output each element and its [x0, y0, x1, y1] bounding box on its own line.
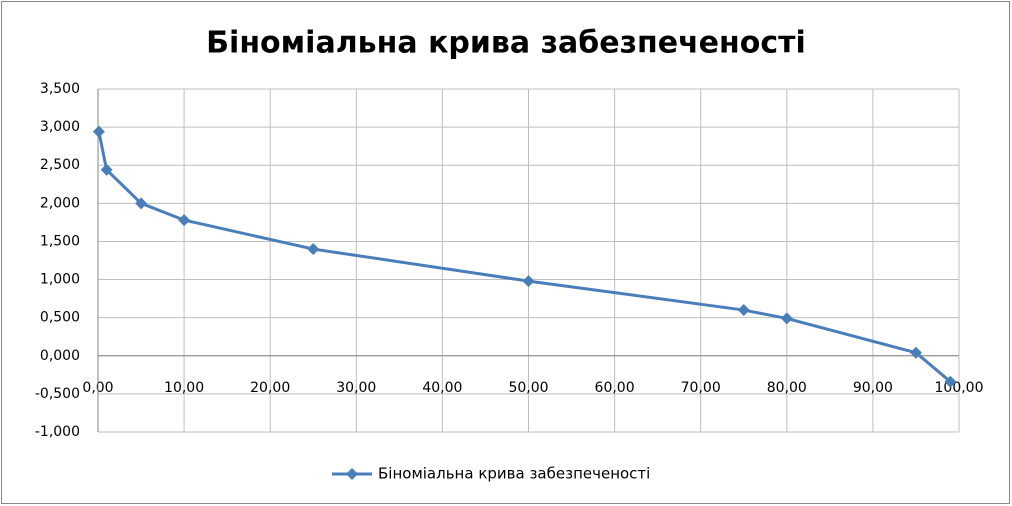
legend-marker [346, 468, 358, 480]
x-tick-label: 90,00 [853, 380, 893, 396]
x-tick-label: 10,00 [164, 380, 204, 396]
legend-label: Біноміальна крива забезпеченості [378, 465, 650, 483]
y-tick-label: 2,000 [40, 195, 80, 211]
data-point [307, 243, 320, 256]
data-point [92, 125, 105, 138]
series-line [97, 131, 952, 383]
y-tick-label: -0,500 [35, 386, 80, 402]
x-tick-label: 60,00 [595, 380, 635, 396]
data-point [737, 304, 750, 317]
x-tick-label: 80,00 [767, 380, 807, 396]
data-point [100, 163, 113, 176]
chart-title: Біноміальна крива забезпеченості [206, 26, 806, 61]
data-point [522, 275, 535, 288]
x-tick-label: 30,00 [336, 380, 376, 396]
y-tick-label: 2,500 [40, 157, 80, 173]
x-tick-label: 70,00 [681, 380, 721, 396]
x-tick-label: 100,00 [935, 380, 984, 396]
data-point [909, 346, 922, 359]
x-tick-label: 50,00 [508, 380, 548, 396]
data-point [178, 214, 191, 227]
data-point [944, 375, 957, 388]
y-tick-label: 0,000 [40, 348, 80, 364]
x-tick-label: 40,00 [422, 380, 462, 396]
y-tick-label: 0,500 [40, 310, 80, 326]
y-tick-label: -1,000 [35, 424, 80, 440]
y-tick-label: 1,000 [40, 272, 80, 288]
data-point [135, 197, 148, 210]
x-tick-label: 20,00 [250, 380, 290, 396]
data-point [780, 312, 793, 325]
y-tick-label: 1,500 [40, 233, 80, 249]
y-tick-label: 3,000 [40, 119, 80, 135]
y-tick-label: 3,500 [40, 81, 80, 97]
